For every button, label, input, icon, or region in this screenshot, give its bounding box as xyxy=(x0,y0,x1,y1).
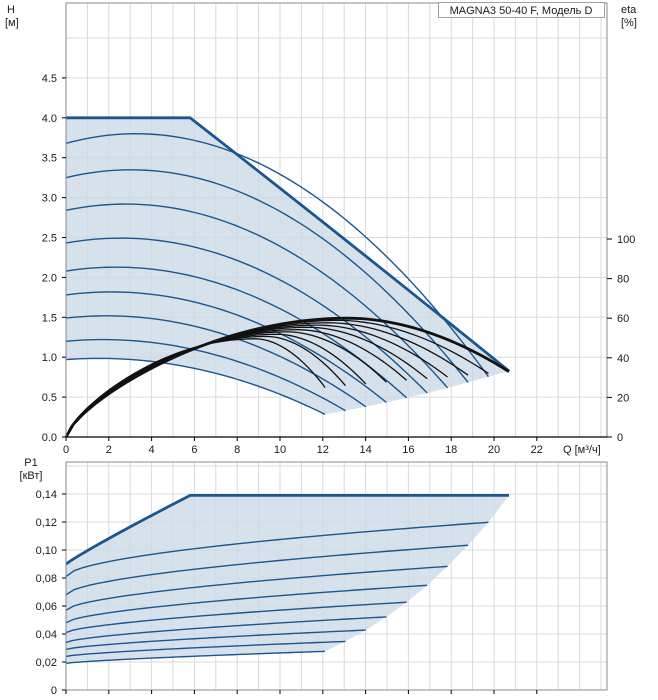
efficiency-curves xyxy=(64,316,510,438)
eta-axis-name: eta xyxy=(621,4,637,16)
speed-curve xyxy=(65,237,428,394)
eta-axis-unit: [%] xyxy=(621,17,637,29)
power-curve xyxy=(65,521,489,578)
speed-curve xyxy=(65,291,387,403)
x-tick-label: 2 xyxy=(106,444,112,456)
x-tick-label: 18 xyxy=(445,444,457,456)
x-tick-label: 14 xyxy=(359,444,371,456)
max-speed-curve xyxy=(66,116,510,373)
plot-frame xyxy=(65,461,608,691)
p1-ticks-and-labels: 0 0,02 0,04 0,06 0,08 0,10 0,12 0,14 xyxy=(36,489,538,697)
x-tick-label: 16 xyxy=(402,444,414,456)
h-tick-label: 4.5 xyxy=(42,73,57,85)
x-tick-label: 22 xyxy=(531,444,543,456)
h-tick-label: 3.5 xyxy=(42,153,57,165)
p1-tick-label: 0,14 xyxy=(36,489,57,501)
chart-title-box xyxy=(438,2,605,18)
q-axis-name: Q [м³/ч] xyxy=(563,444,601,456)
speed-curve xyxy=(65,338,346,412)
max-power-curve xyxy=(65,494,509,566)
power-curve xyxy=(65,640,346,658)
p1-tick-label: 0,06 xyxy=(36,601,57,613)
eta-tick-label: 60 xyxy=(617,313,629,325)
p1-axis-name: P1 xyxy=(24,457,37,469)
power-curve xyxy=(65,544,469,596)
p1-frame xyxy=(65,461,608,691)
h-axis-name: H xyxy=(7,4,15,16)
power-curve xyxy=(65,650,325,665)
power-curve xyxy=(65,629,366,651)
x-tick-label: 4 xyxy=(149,444,155,456)
speed-curve xyxy=(65,133,490,378)
power-curve xyxy=(65,601,407,634)
p1-tick-label: 0,02 xyxy=(36,657,57,669)
eta-tick-label: 80 xyxy=(617,274,629,286)
p1-tick-label: 0,04 xyxy=(36,629,57,641)
h-tick-label: 2.5 xyxy=(42,233,57,245)
hq-frame xyxy=(65,2,608,438)
h-axis-unit: [м] xyxy=(5,17,19,29)
x-tick-label: 8 xyxy=(234,444,240,456)
speed-curve xyxy=(65,357,326,415)
speed-curve xyxy=(65,169,469,383)
eta-max-curve xyxy=(64,316,510,438)
h-tick-label: 1.5 xyxy=(42,312,57,324)
p1-tick-label: 0 xyxy=(51,685,57,697)
chart-title: MAGNA3 50-40 F, Модель D xyxy=(450,5,593,17)
eta-tick-label: 40 xyxy=(617,353,629,365)
eta-tick-label: 0 xyxy=(617,432,623,444)
p1-axis-unit: [кВт] xyxy=(20,470,43,482)
p1-operating-area xyxy=(66,495,509,664)
operating-area-fill xyxy=(66,117,509,415)
h-tick-label: 1.0 xyxy=(42,352,57,364)
power-curve xyxy=(65,584,428,624)
p1-tick-label: 0,08 xyxy=(36,573,57,585)
hq-ticks-and-labels: 0 2 4 6 8 10 12 14 16 18 20 22 0.0 0.5 1.0 1.5 2.0 2.5 3.0… xyxy=(42,73,636,456)
power-curve xyxy=(65,565,448,611)
p1-power-curves xyxy=(65,494,509,665)
power-area-fill xyxy=(66,495,509,664)
p1-tick-label: 0,10 xyxy=(36,545,57,557)
x-tick-label: 0 xyxy=(63,444,69,456)
x-tick-label: 6 xyxy=(191,444,197,456)
x-tick-label: 12 xyxy=(317,444,329,456)
p1-tick-label: 0,12 xyxy=(36,517,57,529)
power-curve xyxy=(65,616,387,644)
x-tick-label: 10 xyxy=(274,444,286,456)
x-tick-label: 20 xyxy=(488,444,500,456)
h-tick-label: 3.0 xyxy=(42,193,57,205)
speed-curve xyxy=(65,266,408,399)
h-tick-label: 0.0 xyxy=(42,432,57,444)
hq-operating-area xyxy=(66,117,509,415)
h-tick-label: 2.0 xyxy=(42,272,57,284)
h-tick-label: 0.5 xyxy=(42,392,57,404)
eta-tick-label: 20 xyxy=(617,392,629,404)
eta-tick-label: 100 xyxy=(617,234,635,246)
h-tick-label: 4.0 xyxy=(42,113,57,125)
